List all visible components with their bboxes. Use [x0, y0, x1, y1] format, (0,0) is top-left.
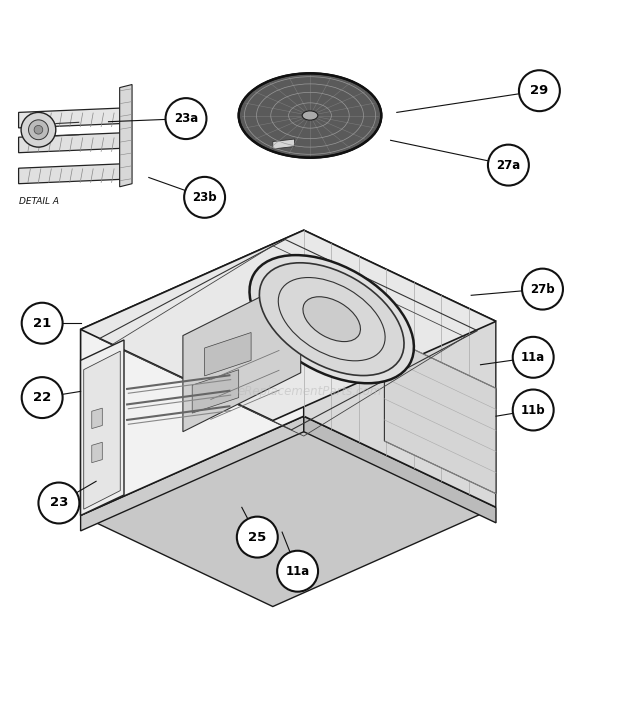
- Polygon shape: [304, 230, 496, 507]
- Text: DETAIL A: DETAIL A: [19, 196, 59, 206]
- Polygon shape: [19, 164, 121, 184]
- Polygon shape: [19, 108, 121, 128]
- Polygon shape: [19, 133, 121, 153]
- Text: 27a: 27a: [496, 158, 521, 172]
- Circle shape: [513, 337, 554, 378]
- Circle shape: [277, 551, 318, 592]
- Ellipse shape: [302, 111, 318, 120]
- Text: 23b: 23b: [192, 191, 217, 204]
- Polygon shape: [92, 408, 102, 429]
- Circle shape: [166, 98, 206, 139]
- Polygon shape: [81, 340, 124, 515]
- Ellipse shape: [278, 278, 385, 361]
- Text: 29: 29: [530, 84, 549, 97]
- Ellipse shape: [259, 262, 404, 376]
- Polygon shape: [205, 332, 251, 376]
- Circle shape: [237, 517, 278, 558]
- Polygon shape: [84, 351, 120, 509]
- Polygon shape: [273, 139, 294, 149]
- Text: 11a: 11a: [285, 565, 310, 578]
- Text: 21: 21: [33, 317, 51, 330]
- Text: 25: 25: [248, 531, 267, 544]
- Polygon shape: [304, 416, 496, 523]
- Circle shape: [34, 126, 43, 134]
- Polygon shape: [183, 277, 301, 432]
- Text: 11b: 11b: [521, 403, 546, 417]
- Polygon shape: [384, 336, 496, 494]
- Circle shape: [488, 145, 529, 185]
- Polygon shape: [81, 230, 496, 420]
- Circle shape: [22, 302, 63, 344]
- Text: eReplacementParts.com: eReplacementParts.com: [238, 385, 382, 398]
- Circle shape: [522, 269, 563, 310]
- Text: 23a: 23a: [174, 112, 198, 125]
- Circle shape: [21, 113, 56, 147]
- Circle shape: [184, 177, 225, 218]
- Polygon shape: [81, 416, 496, 606]
- Polygon shape: [92, 442, 102, 462]
- Text: 27b: 27b: [530, 283, 555, 296]
- Polygon shape: [192, 370, 239, 413]
- Circle shape: [29, 120, 48, 140]
- Ellipse shape: [249, 255, 414, 383]
- Ellipse shape: [303, 297, 360, 342]
- Text: 23: 23: [50, 497, 68, 510]
- Text: 22: 22: [33, 391, 51, 404]
- Circle shape: [38, 483, 79, 523]
- Polygon shape: [81, 230, 304, 515]
- Text: 11a: 11a: [521, 351, 546, 364]
- Ellipse shape: [239, 73, 381, 158]
- Circle shape: [22, 377, 63, 418]
- Circle shape: [513, 390, 554, 430]
- Polygon shape: [81, 416, 304, 531]
- Polygon shape: [120, 84, 132, 187]
- Circle shape: [519, 71, 560, 111]
